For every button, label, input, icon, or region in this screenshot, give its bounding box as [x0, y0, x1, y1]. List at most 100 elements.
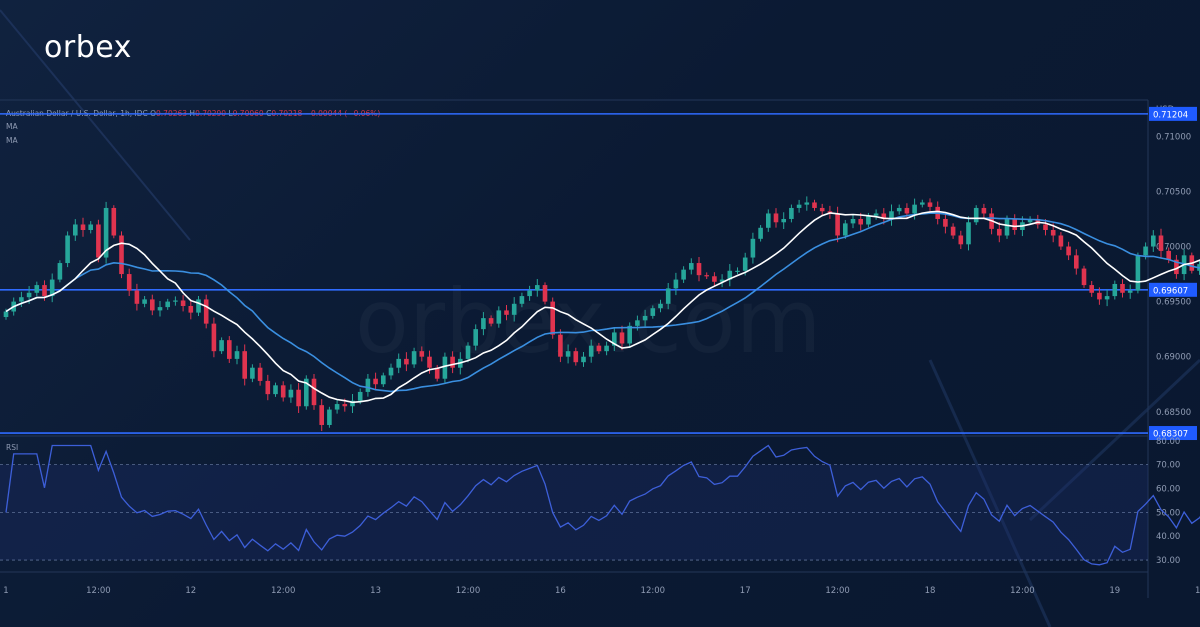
time-tick-label: 19 [1109, 586, 1120, 596]
candle-body [58, 263, 63, 280]
candle-body [843, 223, 848, 235]
candle-body [897, 208, 902, 211]
candle-body [951, 227, 956, 236]
time-tick-label: 12:00 [1010, 586, 1035, 596]
candle-body [366, 379, 371, 392]
candle-body [173, 300, 178, 301]
candle-body [658, 304, 663, 308]
candle-body [635, 320, 640, 326]
candle-body [805, 202, 810, 204]
candle-body [589, 346, 594, 357]
candle-body [758, 228, 763, 239]
candle-body [643, 316, 648, 320]
time-tick-label: 1 [3, 586, 8, 596]
candle-body [204, 299, 209, 323]
price-tick-label: 0.71000 [1156, 132, 1191, 142]
candle-body [227, 340, 232, 359]
ma1-label: MA [6, 122, 18, 131]
candle-body [604, 346, 609, 352]
candle-body [235, 351, 240, 359]
time-tick-label: 12:00 [1195, 586, 1200, 596]
candle-body [189, 306, 194, 313]
candle-body [42, 285, 47, 296]
candle-body [812, 202, 817, 208]
candle-body [1059, 236, 1064, 247]
candle-body [312, 379, 317, 405]
candle-body [666, 288, 671, 303]
candle-body [358, 392, 363, 401]
candle-body [112, 208, 117, 236]
candle-body [127, 274, 132, 291]
candle-body [866, 216, 871, 225]
candle-body [420, 351, 425, 357]
candle-body [327, 410, 332, 425]
candle-body [905, 208, 910, 214]
candle-body [196, 299, 201, 312]
candle-body [581, 357, 586, 363]
candle-body [273, 385, 278, 394]
candle-body [1005, 219, 1010, 236]
candle-body [781, 219, 786, 222]
candle-body [1066, 247, 1071, 256]
candle-body [597, 346, 602, 352]
time-tick-label: 12:00 [825, 586, 850, 596]
candle-body [150, 299, 155, 310]
ma2-label: MA [6, 136, 18, 145]
candle-body [858, 219, 863, 225]
candle-body [335, 404, 340, 410]
rsi-band [0, 465, 1148, 560]
candle-body [4, 312, 9, 318]
candle-body [681, 270, 686, 280]
candle-body [851, 219, 856, 223]
rsi-tick-label: 40.00 [1156, 532, 1180, 542]
candle-body [689, 263, 694, 270]
candle-body [258, 368, 263, 381]
candle-body [1082, 269, 1087, 286]
candle-body [212, 324, 217, 352]
candle-body [928, 202, 933, 206]
candle-body [1043, 224, 1048, 230]
candle-body [527, 291, 532, 297]
candle-body [1113, 284, 1118, 296]
candle-body [119, 236, 124, 275]
candle-body [520, 296, 525, 304]
rsi-tick-label: 70.00 [1156, 461, 1180, 471]
rsi-tick-label: 30.00 [1156, 556, 1180, 566]
candle-body [96, 224, 101, 257]
candle-body [389, 368, 394, 376]
candle-body [242, 351, 247, 379]
candle-body [135, 291, 140, 304]
candle-body [27, 293, 32, 297]
candle-body [1089, 285, 1094, 293]
candle-body [574, 351, 579, 362]
candle-body [1120, 284, 1125, 293]
candle-body [535, 285, 540, 291]
candle-body [704, 275, 709, 276]
candle-body [997, 229, 1002, 236]
candle-body [219, 340, 224, 351]
time-tick-label: 12 [185, 586, 196, 596]
candle-body [1105, 296, 1110, 299]
candle-body [1143, 247, 1148, 256]
rsi-tick-label: 80.00 [1156, 437, 1180, 447]
candle-body [19, 297, 24, 301]
candle-body [142, 299, 147, 303]
time-tick-label: 16 [555, 586, 566, 596]
candle-body [73, 224, 78, 235]
candle-body [481, 318, 486, 329]
candle-body [343, 404, 348, 406]
price-tick-label: 0.70500 [1156, 187, 1191, 197]
candle-body [743, 258, 748, 271]
price-level-label: 0.69607 [1153, 286, 1188, 296]
candle-body [751, 239, 756, 258]
time-tick-label: 13 [370, 586, 381, 596]
candle-body [1151, 236, 1156, 247]
candle-body [412, 351, 417, 364]
candle-body [81, 224, 86, 230]
candle-body [289, 390, 294, 398]
price-level-label: 0.71204 [1153, 110, 1188, 120]
candle-body [966, 222, 971, 244]
candle-body [1097, 293, 1102, 300]
candle-body [943, 219, 948, 227]
